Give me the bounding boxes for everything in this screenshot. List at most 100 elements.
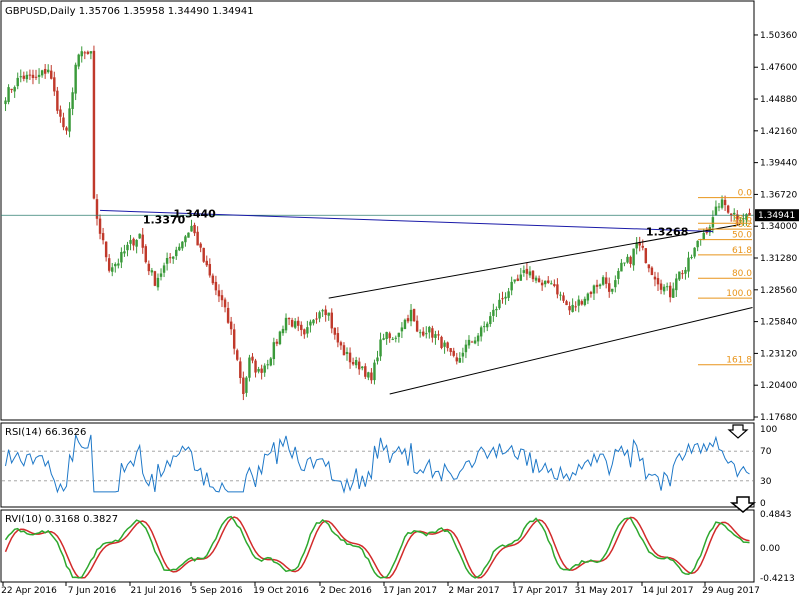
y-tick-label: 1.25840 — [760, 318, 797, 328]
candle-body — [571, 304, 574, 312]
candle-body — [565, 301, 568, 306]
candle-body — [415, 320, 419, 332]
candle-body — [604, 277, 608, 284]
candle-body — [470, 341, 474, 343]
candle-body — [324, 309, 327, 316]
candle-body — [434, 334, 437, 338]
candle-body — [226, 307, 230, 323]
rvi-tick-label: -0.4213 — [760, 574, 795, 584]
candle-body — [519, 274, 523, 281]
candle-body — [354, 360, 358, 366]
candle-body — [568, 306, 571, 311]
candle-body — [620, 262, 623, 272]
fib-label: 0.0 — [738, 189, 753, 199]
candle-body — [126, 244, 129, 251]
fib-label: 61.8 — [732, 246, 752, 256]
candle-body — [77, 54, 80, 67]
candle-body — [504, 296, 507, 299]
candle-body — [220, 295, 224, 301]
candle-body — [336, 333, 340, 343]
candle-body — [83, 52, 87, 54]
x-tick-label: 17 Jan 2017 — [383, 586, 437, 596]
x-tick-label: 2 Dec 2016 — [320, 586, 372, 596]
candle-body — [467, 339, 471, 346]
candle-body — [229, 321, 233, 330]
candle-body — [153, 271, 157, 286]
candle-body — [351, 362, 355, 365]
candle-body — [449, 348, 452, 352]
candle-body — [254, 360, 257, 373]
candle-body — [543, 280, 547, 285]
rvi-tick-label: 0.4843 — [760, 510, 792, 520]
rsi-line — [5, 434, 750, 494]
candle-body — [205, 260, 208, 266]
candle-body — [260, 368, 263, 373]
candle-body — [437, 334, 440, 336]
candle-body — [321, 310, 324, 312]
y-tick-label: 1.23120 — [760, 349, 797, 359]
y-tick-label: 1.42160 — [760, 127, 797, 137]
rsi-tick-label: 30 — [760, 477, 772, 487]
candle-body — [95, 199, 99, 219]
x-tick-label: 5 Sep 2016 — [191, 586, 243, 596]
candle-body — [547, 280, 550, 283]
candle-body — [171, 256, 175, 259]
x-tick-label: 17 Apr 2017 — [512, 586, 568, 596]
candle-body — [31, 74, 35, 79]
candle-body — [611, 288, 614, 292]
x-tick-label: 29 Aug 2017 — [702, 586, 760, 596]
candle-body — [586, 293, 590, 301]
candle-body — [626, 256, 629, 263]
candle-body — [580, 301, 584, 305]
candle-body — [162, 265, 166, 273]
candle-body — [7, 87, 10, 103]
rvi-panel — [0, 509, 755, 583]
candle-body — [168, 257, 172, 259]
candle-body — [668, 285, 672, 298]
candle-body — [431, 328, 434, 338]
candle-body — [117, 263, 120, 266]
candle-body — [748, 212, 751, 216]
candle-body — [43, 68, 47, 74]
candle-body — [662, 286, 666, 292]
candle-body — [269, 358, 273, 366]
candle-body — [287, 317, 291, 320]
candle-body — [455, 357, 458, 362]
candle-body — [598, 284, 602, 287]
x-tick-label: 19 Oct 2016 — [253, 586, 309, 596]
candle-body — [705, 231, 709, 233]
rsi-tick-label: 0 — [760, 499, 766, 509]
fib-label: 38.6 — [732, 214, 752, 224]
candle-body — [376, 357, 379, 362]
x-tick-label: 7 Jun 2016 — [68, 586, 117, 596]
candle-body — [211, 275, 215, 284]
candle-body — [50, 70, 53, 79]
candle-body — [379, 339, 382, 357]
candle-body — [71, 92, 74, 109]
candle-body — [290, 319, 294, 327]
candle-body — [165, 257, 169, 264]
rvi-main-line — [4, 515, 750, 579]
candle-body — [327, 312, 330, 316]
candle-body — [522, 270, 526, 273]
candle-body — [232, 329, 236, 349]
candle-body — [479, 327, 483, 337]
candle-body — [56, 90, 59, 111]
candle-body — [656, 278, 660, 285]
y-tick-label: 1.34000 — [760, 222, 797, 232]
candle-body — [306, 327, 309, 334]
candle-body — [635, 242, 638, 249]
candle-body — [309, 321, 312, 326]
candle-body — [141, 234, 144, 248]
candle-body — [4, 100, 7, 105]
candle-body — [361, 366, 364, 369]
candle-body — [574, 306, 577, 308]
candle-body — [550, 283, 553, 285]
candle-body — [498, 299, 501, 309]
fib-label: 161.8 — [726, 356, 752, 366]
candle-body — [696, 240, 699, 248]
candle-body — [461, 352, 465, 357]
rvi-tick-label: 0.00 — [760, 544, 780, 554]
x-tick-label: 21 Jul 2016 — [131, 586, 182, 596]
candle-body — [46, 69, 50, 73]
